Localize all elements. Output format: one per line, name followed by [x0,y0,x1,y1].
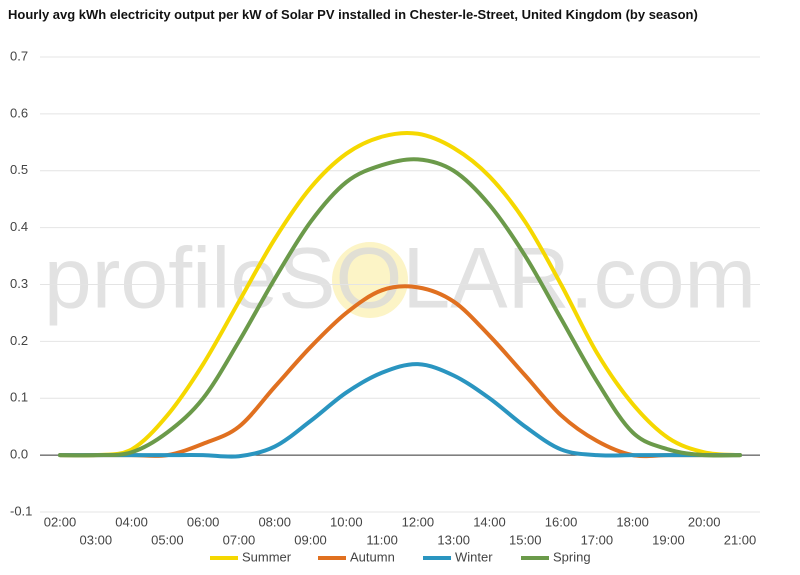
y-tick-label: 0.5 [10,162,28,177]
x-tick-label: 16:00 [545,514,578,529]
x-tick-label: 12:00 [402,514,435,529]
x-tick-label: 04:00 [115,514,148,529]
legend-label: Summer [242,549,292,564]
y-tick-label: 0.4 [10,219,28,234]
legend-label: Spring [553,549,591,564]
x-tick-label: 07:00 [223,532,256,547]
series-line [58,362,742,459]
x-tick-label: 08:00 [258,514,291,529]
y-tick-label: 0.2 [10,333,28,348]
legend-label: Winter [455,549,493,564]
x-tick-label: 05:00 [151,532,184,547]
x-tick-label: 06:00 [187,514,220,529]
watermark: profileSOLAR.com [44,231,756,327]
x-tick-label: 17:00 [581,532,614,547]
x-tick-label: 02:00 [44,514,77,529]
series-line [58,157,742,458]
x-tick-label: 18:00 [616,514,649,529]
x-tick-label: 10:00 [330,514,363,529]
x-tick-label: 11:00 [366,532,398,547]
x-tick-label: 15:00 [509,532,542,547]
y-tick-label: 0.7 [10,48,28,63]
x-tick-label: 13:00 [437,532,470,547]
x-tick-label: 09:00 [294,532,327,547]
chart-title: Hourly avg kWh electricity output per kW… [8,7,698,22]
x-tick-label: 03:00 [80,532,113,547]
watermark-sun [332,242,408,318]
y-tick-label: 0.0 [10,447,28,462]
y-tick-label: -0.1 [10,503,32,518]
y-tick-label: 0.6 [10,105,28,120]
x-tick-label: 14:00 [473,514,506,529]
x-tick-label: 20:00 [688,514,721,529]
series-line [58,130,742,458]
y-tick-label: 0.3 [10,276,28,291]
x-tick-label: 19:00 [652,532,685,547]
y-tick-label: 0.1 [10,390,28,405]
x-tick-label: 21:00 [724,532,757,547]
title-box: Hourly avg kWh electricity output per kW… [8,7,698,22]
legend-label: Autumn [350,549,395,564]
